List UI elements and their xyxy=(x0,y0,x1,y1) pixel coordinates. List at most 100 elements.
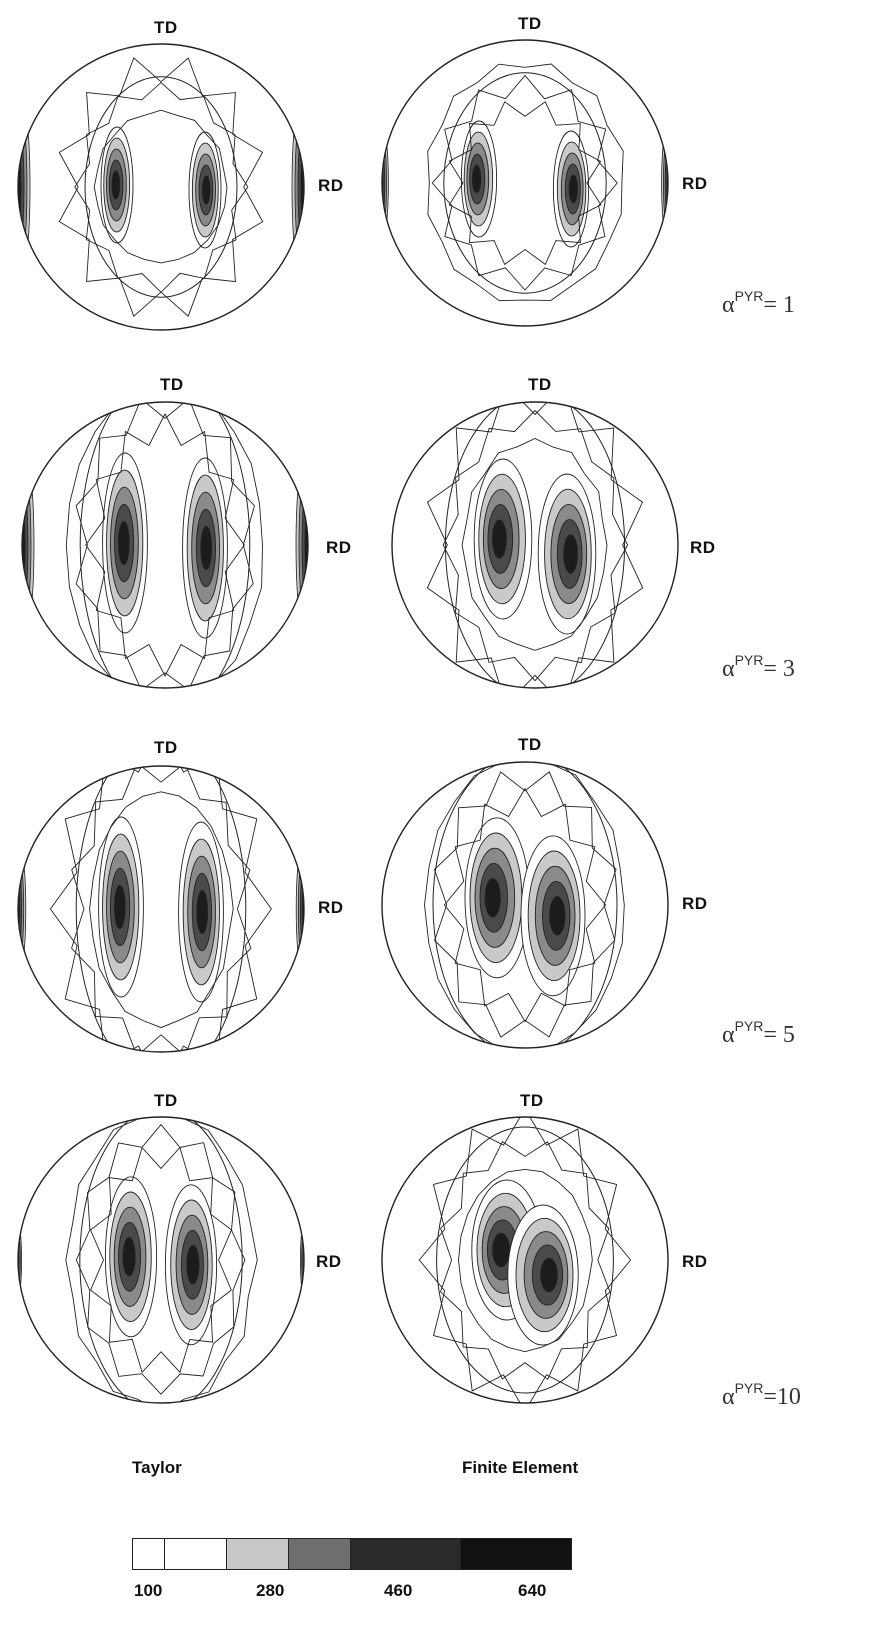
pole-figure-outline xyxy=(381,761,669,1049)
pole-figure-plot xyxy=(391,401,679,689)
lobe-contour xyxy=(549,896,566,936)
lobe-contour xyxy=(201,175,211,205)
pole-figure-outline xyxy=(391,401,679,689)
edge-contour xyxy=(382,149,384,217)
pole-figure-plot xyxy=(21,401,309,689)
rd-label: RD xyxy=(318,898,344,917)
pole-figure-outline xyxy=(17,43,305,331)
lobe-contour xyxy=(492,519,507,559)
contour-line xyxy=(79,1117,243,1403)
lobe-contour xyxy=(484,878,501,918)
contour-line xyxy=(432,762,618,1048)
lobe-contour xyxy=(540,1257,558,1293)
legend-tick-label: 640 xyxy=(518,1581,547,1600)
pole-figure-finite-element xyxy=(390,400,680,690)
edge-contour xyxy=(18,869,20,949)
lobe-contour xyxy=(117,520,130,566)
legend-swatch xyxy=(289,1539,351,1569)
td-label: TD xyxy=(160,375,184,394)
contour-line xyxy=(458,1168,593,1353)
pole-figure-finite-element xyxy=(380,1115,670,1405)
pole-figure-outline xyxy=(381,39,669,327)
contour-line xyxy=(431,74,618,291)
td-label: TD xyxy=(528,375,552,394)
contour-line xyxy=(71,766,252,1052)
lobe-contour xyxy=(492,1232,510,1268)
alpha-pyr-label: αPYR= 1 xyxy=(722,288,795,318)
pole-figure-outline xyxy=(17,1116,305,1404)
contour-line xyxy=(443,72,607,294)
alpha-pyr-label: αPYR= 5 xyxy=(722,1018,795,1048)
contour-line xyxy=(89,1146,233,1374)
rd-label: RD xyxy=(682,894,708,913)
contour-line xyxy=(65,1117,258,1403)
legend-tick-label: 280 xyxy=(256,1581,285,1600)
pole-figure-outline xyxy=(381,1116,669,1404)
edge-contour xyxy=(302,1230,304,1291)
contour-line xyxy=(427,63,624,302)
rd-label: RD xyxy=(316,1252,342,1271)
legend-tick-label: 460 xyxy=(384,1581,413,1600)
contour-group xyxy=(418,1117,632,1403)
alpha-pyr-label: αPYR= 3 xyxy=(722,652,795,682)
contour-line xyxy=(426,402,644,688)
rd-label: RD xyxy=(690,538,716,557)
contour-line xyxy=(75,766,247,1052)
contour-group xyxy=(18,57,304,317)
lobe-contour xyxy=(122,1237,136,1277)
lobe-contour xyxy=(111,170,121,200)
td-label: TD xyxy=(518,735,542,754)
edge-contour xyxy=(666,149,668,217)
contour-line xyxy=(443,787,607,1023)
lobe-contour xyxy=(568,174,579,204)
contour-line xyxy=(58,57,264,317)
contour-line xyxy=(461,438,608,651)
lobe-contour xyxy=(563,534,578,574)
pole-figure-plot xyxy=(381,39,669,327)
pole-figure-finite-element xyxy=(380,760,670,1050)
rd-label: RD xyxy=(318,176,344,195)
contour-line xyxy=(93,109,228,264)
pole-figure-taylor xyxy=(16,764,306,1054)
pole-figure-plot xyxy=(381,761,669,1049)
lobe-contour xyxy=(186,1245,200,1285)
lobe-contour xyxy=(471,164,482,194)
pole-figure-finite-element xyxy=(380,38,670,328)
lobe-contour xyxy=(113,884,126,930)
column-caption-taylor: Taylor xyxy=(132,1458,182,1477)
pole-figure-plot xyxy=(17,1116,305,1404)
contour-line xyxy=(89,791,234,1029)
legend-swatch xyxy=(351,1539,461,1569)
contour-line xyxy=(433,771,617,1038)
lobe-contour xyxy=(200,525,213,571)
legend-tick-label: 100 xyxy=(134,1581,163,1600)
pole-figure-taylor xyxy=(20,400,310,690)
column-caption-finite-element: Finite Element xyxy=(462,1458,579,1477)
contour-line xyxy=(424,762,625,1048)
pole-figure-outline xyxy=(17,765,305,1053)
contour-group xyxy=(382,63,668,302)
edge-contour xyxy=(302,869,304,949)
td-label: TD xyxy=(518,14,542,33)
pole-figure-outline xyxy=(21,401,309,689)
contour-group xyxy=(424,762,625,1048)
contour-line xyxy=(75,402,256,688)
td-label: TD xyxy=(154,1091,178,1110)
rd-label: RD xyxy=(326,538,352,557)
legend-swatch xyxy=(133,1539,165,1569)
td-label: TD xyxy=(520,1091,544,1110)
contour-line xyxy=(448,101,602,266)
pole-figure-plot xyxy=(17,765,305,1053)
pole-figure-plot xyxy=(17,43,305,331)
contour-line xyxy=(442,409,629,682)
contour-group xyxy=(426,402,644,688)
lobe-contour xyxy=(196,889,209,935)
intensity-legend-bar xyxy=(132,1538,572,1570)
alpha-pyr-label: αPYR=10 xyxy=(722,1380,801,1410)
legend-swatch xyxy=(165,1539,227,1569)
edge-contour xyxy=(18,1230,20,1291)
pole-figure-taylor xyxy=(16,42,306,332)
legend-swatch xyxy=(461,1539,571,1569)
contour-line xyxy=(49,766,272,1052)
contour-line xyxy=(444,402,626,688)
